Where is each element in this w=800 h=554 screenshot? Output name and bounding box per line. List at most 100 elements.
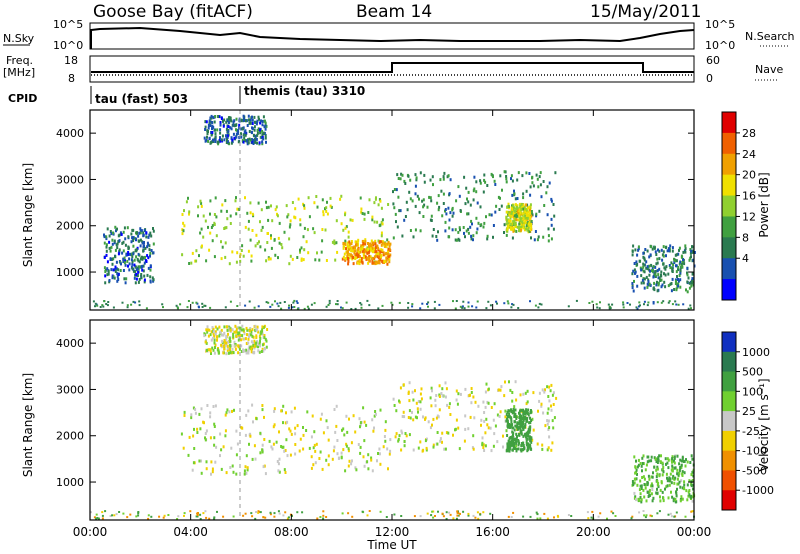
data-cell	[643, 263, 646, 267]
data-cell	[229, 466, 232, 469]
data-cell	[220, 257, 223, 261]
data-cell	[321, 467, 324, 471]
data-cell	[136, 257, 139, 261]
data-cell	[274, 253, 277, 257]
data-cell	[313, 443, 316, 447]
data-cell	[458, 194, 461, 198]
data-cell	[283, 468, 286, 472]
data-cell	[278, 512, 281, 515]
data-cell	[370, 456, 373, 460]
data-cell	[441, 394, 444, 398]
data-cell	[132, 239, 135, 242]
data-cell	[212, 348, 215, 352]
data-cell	[531, 176, 533, 180]
data-cell	[419, 171, 422, 175]
data-cell	[526, 446, 529, 450]
data-cell	[550, 383, 553, 387]
data-cell	[657, 281, 660, 285]
data-cell	[525, 224, 528, 228]
data-cell	[472, 238, 474, 242]
data-cell	[200, 471, 203, 475]
data-cell	[223, 331, 226, 335]
data-cell	[661, 490, 664, 494]
data-cell	[384, 439, 387, 443]
data-cell	[436, 201, 439, 205]
data-cell	[213, 338, 216, 342]
data-cell	[642, 262, 645, 266]
data-cell	[145, 307, 148, 310]
data-cell	[104, 274, 107, 278]
data-cell	[357, 251, 360, 255]
data-cell	[518, 411, 520, 415]
data-cell	[648, 255, 651, 259]
data-cell	[253, 128, 256, 132]
data-cell	[484, 390, 487, 394]
data-cell	[495, 204, 498, 208]
data-cell	[314, 461, 317, 465]
data-cell	[658, 249, 661, 253]
data-cell	[233, 330, 236, 334]
data-cell	[472, 514, 475, 517]
data-cell	[530, 419, 533, 422]
data-cell	[245, 348, 248, 352]
data-cell	[127, 235, 130, 239]
data-cell	[481, 436, 484, 440]
data-cell	[134, 270, 137, 274]
data-cell	[162, 516, 165, 519]
data-cell	[224, 199, 227, 203]
data-cell	[684, 515, 687, 518]
data-cell	[518, 441, 520, 445]
data-cell	[473, 187, 476, 191]
data-cell	[522, 515, 525, 518]
data-cell	[668, 264, 671, 267]
data-cell	[263, 131, 266, 135]
data-cell	[226, 217, 229, 221]
data-cell	[443, 447, 446, 451]
data-cell	[230, 141, 233, 145]
data-cell	[312, 446, 315, 450]
data-cell	[655, 460, 658, 463]
data-cell	[654, 457, 657, 461]
data-cell	[639, 266, 642, 270]
data-cell	[134, 281, 137, 285]
data-cell	[226, 340, 229, 344]
data-cell	[655, 253, 658, 256]
data-cell	[251, 126, 253, 130]
data-cell	[112, 306, 115, 309]
data-cell	[332, 449, 335, 453]
data-cell	[340, 455, 343, 459]
data-cell	[148, 248, 151, 252]
data-cell	[433, 300, 436, 303]
data-cell	[364, 240, 367, 244]
data-cell	[432, 417, 435, 421]
data-cell	[660, 481, 663, 485]
velocity-data-layer	[90, 324, 696, 520]
data-cell	[126, 306, 129, 309]
data-cell	[241, 244, 244, 248]
data-cell	[284, 449, 287, 452]
data-cell	[357, 255, 359, 259]
freq-label: Freq.	[6, 54, 33, 67]
data-cell	[686, 498, 689, 502]
data-cell	[657, 456, 660, 459]
data-cell	[514, 223, 517, 226]
data-cell	[645, 499, 648, 503]
data-cell	[366, 514, 369, 517]
data-cell	[406, 208, 409, 212]
data-cell	[475, 190, 478, 194]
data-cell	[214, 135, 217, 139]
data-cell	[209, 212, 211, 216]
data-cell	[513, 214, 516, 218]
data-cell	[278, 457, 281, 461]
data-cell	[388, 255, 391, 258]
data-cell	[137, 234, 140, 238]
data-cell	[203, 136, 206, 140]
data-cell	[238, 123, 241, 127]
data-cell	[283, 301, 286, 303]
data-cell	[285, 438, 288, 442]
data-cell	[348, 245, 351, 249]
data-cell	[529, 300, 531, 303]
data-cell	[240, 135, 243, 139]
colorbar-swatch	[722, 132, 736, 155]
data-cell	[662, 262, 665, 266]
